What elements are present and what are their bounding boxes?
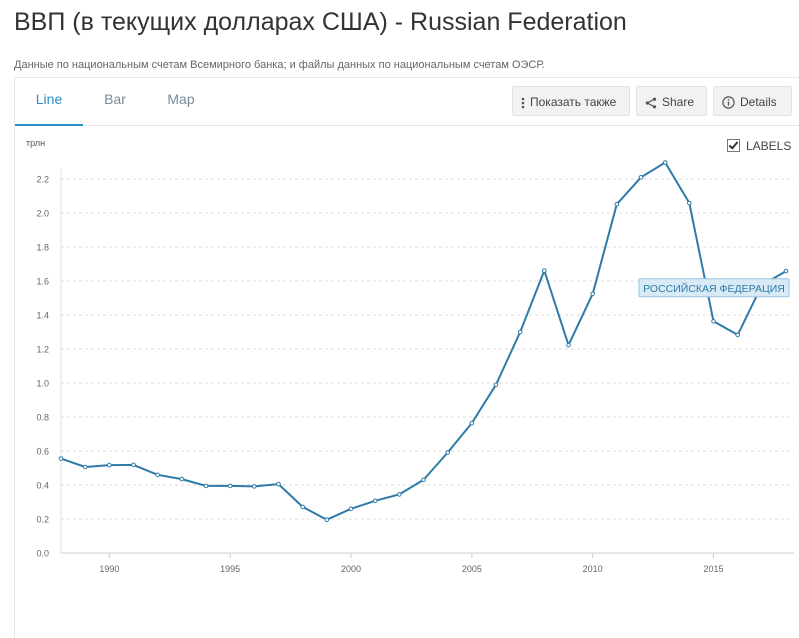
data-point bbox=[348, 506, 354, 512]
y-tick-label: 1.6 bbox=[36, 277, 49, 287]
data-point bbox=[542, 268, 547, 273]
labels-checkbox[interactable] bbox=[727, 139, 740, 152]
data-point bbox=[614, 201, 620, 207]
series-label-box bbox=[638, 278, 790, 298]
y-tick-label: 2.2 bbox=[36, 175, 49, 185]
data-point bbox=[638, 175, 644, 180]
series-label: РОССИЙСКАЯ ФЕДЕРАЦИЯ bbox=[643, 282, 785, 295]
labels-toggle-label: LABELS bbox=[746, 139, 792, 153]
data-point bbox=[131, 462, 136, 468]
x-tick-label: 2010 bbox=[583, 564, 603, 574]
y-tick-label: 1.0 bbox=[36, 379, 49, 389]
data-point bbox=[107, 462, 112, 468]
data-point bbox=[324, 517, 330, 523]
chart-type-tabs: Line Bar Map Показать также Share Detail… bbox=[15, 78, 799, 126]
show-also-label: Показать также bbox=[530, 95, 617, 109]
tab-map[interactable]: Map bbox=[167, 91, 195, 107]
y-tick-label: 1.2 bbox=[36, 345, 49, 355]
share-label: Share bbox=[662, 95, 695, 109]
x-tick-label: 2000 bbox=[341, 564, 361, 574]
data-point bbox=[517, 329, 523, 335]
tab-bar[interactable]: Bar bbox=[104, 91, 126, 107]
data-point bbox=[566, 342, 571, 348]
y-tick-label: 1.8 bbox=[36, 243, 49, 253]
details-button[interactable]: Details bbox=[713, 86, 792, 116]
data-point bbox=[372, 498, 378, 504]
x-tick-label: 1995 bbox=[220, 564, 240, 574]
tab-line[interactable]: Line bbox=[15, 78, 83, 126]
data-point bbox=[421, 477, 426, 483]
data-point bbox=[445, 450, 451, 455]
share-icon bbox=[645, 97, 657, 109]
data-point bbox=[590, 291, 596, 297]
data-point bbox=[203, 483, 209, 489]
y-tick-label: 0.6 bbox=[36, 447, 49, 457]
page-subtitle: Данные по национальным счетам Всемирного… bbox=[14, 59, 545, 71]
data-point bbox=[397, 492, 402, 497]
data-point bbox=[662, 160, 668, 165]
data-point bbox=[58, 456, 64, 461]
y-axis-unit-label: трлн bbox=[26, 138, 45, 148]
y-tick-label: 0.8 bbox=[36, 413, 49, 423]
chart-area: трлн 0.0 0.2 0.4 0.6 0.8 1.0 1.2 1.4 1.6 1.8 2.0 2.2… bbox=[15, 126, 799, 631]
data-point bbox=[735, 332, 741, 338]
labels-toggle[interactable]: LABELS bbox=[727, 139, 791, 153]
share-button[interactable]: Share bbox=[636, 86, 707, 116]
data-point bbox=[179, 476, 185, 482]
data-point bbox=[493, 382, 499, 388]
page-title: ВВП (в текущих долларах США) - Russian F… bbox=[14, 8, 627, 36]
info-icon bbox=[722, 96, 735, 110]
series-line bbox=[60, 161, 787, 521]
details-label: Details bbox=[740, 95, 777, 109]
chart-panel: Line Bar Map Показать также Share Detail… bbox=[14, 77, 799, 638]
x-tick-label: 2005 bbox=[462, 564, 482, 574]
data-point bbox=[155, 472, 160, 478]
x-tick-label: 1990 bbox=[99, 564, 119, 574]
data-point bbox=[82, 464, 88, 470]
data-point bbox=[252, 484, 257, 489]
data-point bbox=[276, 481, 281, 487]
data-point bbox=[227, 483, 233, 489]
x-tick-label: 2015 bbox=[703, 564, 723, 574]
data-point bbox=[783, 268, 789, 274]
data-point bbox=[687, 200, 692, 206]
show-also-button[interactable]: Показать также bbox=[512, 86, 630, 116]
y-tick-label: 0.4 bbox=[36, 481, 49, 491]
data-point bbox=[469, 420, 475, 426]
y-tick-label: 2.0 bbox=[36, 209, 49, 219]
data-point bbox=[711, 319, 716, 324]
more-vertical-icon bbox=[521, 97, 525, 109]
line-chart: трлн 0.0 0.2 0.4 0.6 0.8 1.0 1.2 1.4 1.6 1.8 2.0 2.2… bbox=[26, 138, 794, 574]
y-tick-label: 1.4 bbox=[36, 311, 49, 321]
y-tick-label: 0.2 bbox=[36, 515, 49, 525]
data-point bbox=[300, 504, 306, 510]
y-tick-label: 0.0 bbox=[36, 549, 49, 559]
